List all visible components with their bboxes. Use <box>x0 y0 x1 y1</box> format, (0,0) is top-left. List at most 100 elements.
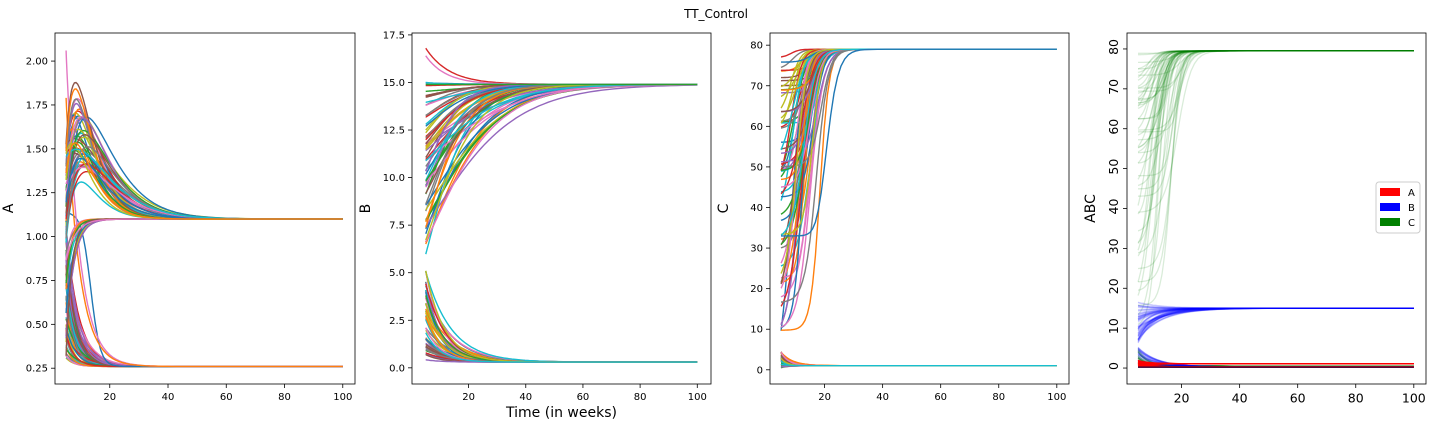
y-tick-label: 40 <box>1106 199 1121 215</box>
series-line-A <box>1138 361 1414 365</box>
series-line-A <box>1137 360 1414 365</box>
series-line <box>65 218 343 339</box>
y-tick-label: 0.0 <box>389 363 405 374</box>
plot-area-1 <box>65 50 343 368</box>
series-line-B <box>1137 307 1414 322</box>
y-tick-label: 15.0 <box>383 78 405 89</box>
series-line-B <box>1137 307 1414 320</box>
series-line-B <box>1137 301 1414 309</box>
series-line <box>780 356 1057 367</box>
series-line-A <box>1137 359 1414 365</box>
series-line-A <box>1137 359 1414 365</box>
series-line-B <box>1137 307 1414 315</box>
series-line-B <box>1137 307 1414 329</box>
series-line-C <box>1137 361 1414 367</box>
series-line-B <box>1138 306 1414 309</box>
series-line-A <box>1137 359 1414 365</box>
series-line-C <box>1138 50 1414 197</box>
series-line <box>65 302 343 368</box>
series-line-C <box>1137 50 1414 148</box>
series-line <box>65 259 343 368</box>
series-line <box>780 48 1057 240</box>
y-axis-label: B <box>358 204 374 214</box>
series-line <box>65 218 343 343</box>
series-line-B <box>1137 307 1414 316</box>
series-line-B <box>1137 307 1414 341</box>
legend-swatch-A <box>1380 188 1400 196</box>
x-tick-label: 20 <box>103 392 116 403</box>
series-line-B <box>1137 307 1414 334</box>
series-line-B <box>1137 306 1414 309</box>
series-line-C <box>1138 50 1414 100</box>
series-line-B <box>1137 307 1414 318</box>
y-tick-label: 0.75 <box>26 276 48 287</box>
series-line-A <box>1137 360 1414 365</box>
series-line-B <box>1137 307 1414 321</box>
y-tick-label: 0.50 <box>26 320 48 331</box>
series-line-C <box>1137 50 1414 206</box>
y-tick-label: 60 <box>1106 119 1121 135</box>
series-line-A <box>1137 363 1414 368</box>
series-line-B <box>1137 307 1414 328</box>
series-line <box>780 355 1057 367</box>
series-line-B <box>1137 307 1414 341</box>
series-line-B <box>1137 307 1414 321</box>
series-line-B <box>1137 307 1414 312</box>
series-line-A <box>1138 363 1414 365</box>
series-line-C <box>1137 348 1414 367</box>
series-line-B <box>1137 307 1414 328</box>
series-line <box>65 228 343 368</box>
series-line-B <box>1137 307 1414 320</box>
series-line <box>780 357 1057 367</box>
series-line-C <box>1138 50 1414 54</box>
series-line-B <box>1137 305 1414 309</box>
series-line-C <box>1137 50 1414 316</box>
series-line-A <box>1137 363 1414 368</box>
series-line-C <box>1137 358 1414 367</box>
series-line-C <box>1137 50 1414 180</box>
series-line-A <box>1138 361 1414 365</box>
series-line-B <box>1137 307 1414 337</box>
series-line <box>65 218 343 261</box>
series-line-C <box>1137 50 1414 89</box>
x-tick-label: 100 <box>1402 391 1426 406</box>
series-line-C <box>1137 50 1414 136</box>
y-tick-label: 40 <box>750 203 763 214</box>
series-line <box>65 295 343 368</box>
series-line <box>425 55 698 86</box>
x-tick-label: 80 <box>992 392 1005 403</box>
series-line-C <box>1137 356 1414 367</box>
series-line-A <box>1137 363 1414 367</box>
x-tick-label: 60 <box>577 392 590 403</box>
series-line-B <box>1137 307 1414 330</box>
series-line <box>65 298 343 368</box>
axes-3: 20 40 60 80 100 0 10 20 30 40 50 60 70 80 C <box>716 32 1070 403</box>
series-line-C <box>1137 355 1414 367</box>
series-line-B <box>1137 307 1414 323</box>
series-line-B <box>1137 307 1414 334</box>
series-line-A <box>1137 361 1414 365</box>
series-line-B <box>1137 307 1414 328</box>
series-line-A <box>1138 363 1414 366</box>
series-line <box>425 83 698 228</box>
series-line <box>65 253 343 368</box>
series-line-A <box>1137 362 1414 365</box>
series-line-B <box>1137 307 1414 329</box>
series-line-A <box>1137 363 1414 368</box>
series-line-C <box>1137 50 1414 130</box>
series-line <box>65 218 343 260</box>
series-line-C <box>1137 50 1414 283</box>
y-tick-label: 1.25 <box>26 188 48 199</box>
series-line-C <box>1138 50 1414 104</box>
series-line <box>65 218 343 290</box>
series-line <box>780 48 1057 331</box>
series-line <box>781 48 1057 235</box>
series-line-B <box>1137 307 1414 320</box>
series-line <box>780 352 1057 367</box>
series-line-B <box>1137 307 1414 336</box>
series-line <box>65 221 343 368</box>
series-line-C <box>1138 50 1414 106</box>
series-line <box>65 308 343 368</box>
series-line-C <box>1137 50 1414 149</box>
series-line <box>65 252 343 368</box>
